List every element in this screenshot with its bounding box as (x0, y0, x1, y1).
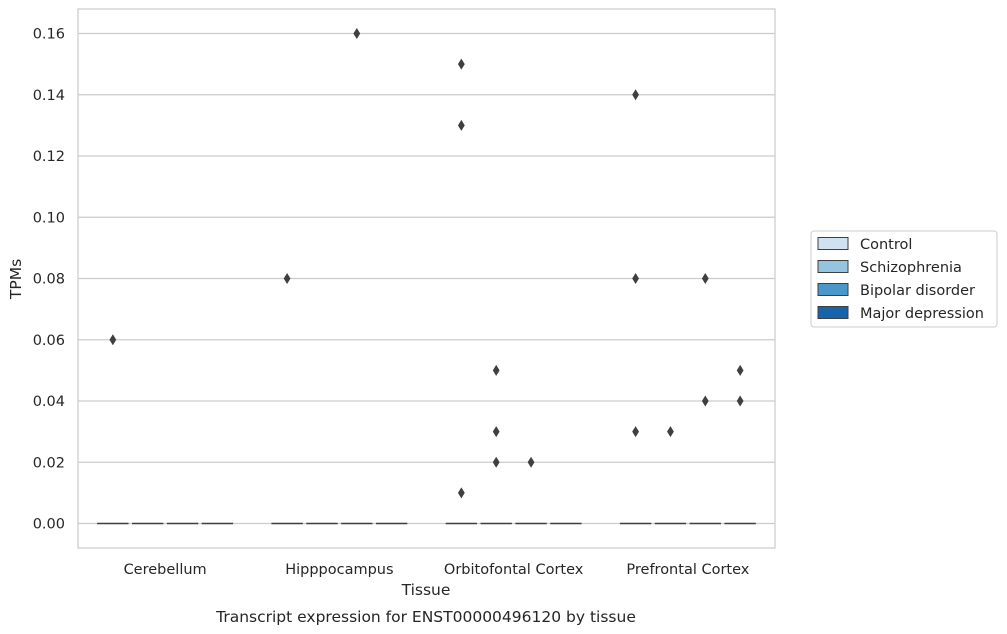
legend-frame (810, 230, 998, 328)
y-tick-label: 0.16 (33, 27, 65, 43)
y-axis-label: TPMs (7, 259, 25, 300)
outlier-point (527, 456, 535, 468)
y-tick-label: 0.08 (33, 272, 65, 288)
outlier-point (492, 426, 500, 438)
grid-lines (78, 32, 775, 525)
x-axis-label: Tissue (401, 581, 451, 599)
y-tick-label: 0.10 (33, 210, 65, 226)
y-tick-label: 0.00 (33, 517, 65, 533)
outlier-point (492, 456, 500, 468)
y-tick-label: 0.02 (33, 455, 65, 471)
outlier-points (109, 28, 744, 499)
legend: Control Schizophrenia Bipolar disorder Majo… (810, 230, 998, 328)
legend-swatch (817, 283, 849, 296)
outlier-point (283, 273, 291, 284)
x-tick-labels: Cerebellum Hipppocampus Orbitofontal Corte… (124, 562, 750, 578)
y-tick-label: 0.06 (33, 333, 65, 349)
outlier-point (701, 395, 709, 407)
y-tick-label: 0.04 (33, 394, 65, 410)
y-tick-label: 0.12 (33, 149, 65, 165)
y-tick-labels: 0.00 0.02 0.04 0.06 0.08 0.10 0.12 0.14 0.16 (33, 27, 65, 533)
outlier-point (457, 58, 465, 70)
legend-label: Bipolar disorder (860, 283, 975, 299)
outlier-point (457, 119, 465, 131)
outlier-point (632, 273, 639, 284)
legend-swatch (817, 306, 849, 319)
outlier-point (736, 364, 744, 376)
x-tick-label: Cerebellum (124, 562, 207, 578)
x-tick-label: Hipppocampus (285, 562, 393, 578)
outlier-point (353, 28, 361, 39)
x-tick-label: Orbitofontal Cortex (444, 562, 584, 578)
outlier-point (632, 426, 639, 438)
outlier-point (632, 89, 639, 101)
legend-label: Control (860, 237, 912, 253)
outlier-point (736, 395, 744, 407)
outlier-point (701, 273, 709, 284)
legend-swatch (817, 237, 849, 250)
y-tick-label: 0.14 (33, 88, 65, 104)
x-tick-label: Prefrontal Cortex (626, 562, 749, 578)
legend-label: Major depression (860, 306, 984, 322)
figure-caption: Transcript expression for ENST0000049612… (215, 608, 636, 626)
outlier-point (492, 364, 500, 376)
outlier-point (109, 334, 117, 346)
outlier-point (667, 426, 674, 438)
legend-label: Schizophrenia (860, 260, 962, 276)
outlier-point (457, 487, 465, 499)
legend-swatch (817, 260, 849, 273)
plot-area-frame (77, 8, 776, 549)
